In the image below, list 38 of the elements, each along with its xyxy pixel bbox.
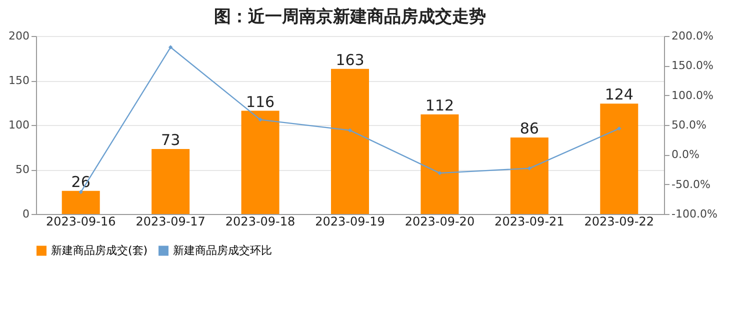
x-tick-label: 2023-09-18 <box>225 214 296 228</box>
x-tick-label: 2023-09-16 <box>46 214 116 228</box>
y-tick-label: 0 <box>22 208 30 220</box>
x-tick-label: 2023-09-17 <box>136 214 206 228</box>
point <box>617 126 622 131</box>
y-tick-label: 100 <box>8 118 30 132</box>
legend-label: 新建商品房成交(套) <box>51 244 148 257</box>
y2-tick-label: 100.0% <box>672 88 714 102</box>
chart-title: 图：近一周南京新建商品房成交走势 <box>214 7 486 27</box>
y2-tick-label: 150.0% <box>672 59 714 72</box>
x-tick-label: 2023-09-19 <box>315 214 385 228</box>
point <box>258 118 262 122</box>
data-label: 163 <box>336 50 364 69</box>
x-tick-label: 2023-09-21 <box>494 214 564 228</box>
legend-label: 新建商品房成交环比 <box>173 244 272 257</box>
x-tick-label: 2023-09-20 <box>404 214 475 228</box>
bar <box>152 149 190 214</box>
y2-tick-label: 200.0% <box>672 30 714 42</box>
y-tick-label: 200 <box>8 30 30 42</box>
data-label: 116 <box>246 92 275 111</box>
y-tick-label: 50 <box>16 163 30 176</box>
bar <box>331 68 369 214</box>
y2-tick-label: -50.0% <box>672 178 710 191</box>
bar <box>600 104 638 214</box>
data-label: 112 <box>425 96 454 114</box>
data-label: 86 <box>520 119 539 138</box>
point <box>527 166 532 170</box>
bar <box>241 110 280 214</box>
bar <box>420 114 459 214</box>
y2-tick-label: 50.0% <box>672 118 706 132</box>
y2-tick-label: -100.0% <box>672 208 718 220</box>
bar <box>510 137 548 214</box>
x-tick-label: 2023-09-22 <box>584 214 654 228</box>
bar <box>62 190 100 214</box>
y-tick-label: 150 <box>8 74 30 87</box>
data-label: 124 <box>604 86 634 104</box>
y2-tick-label: 0.0% <box>672 148 700 162</box>
data-label: 73 <box>161 131 180 150</box>
